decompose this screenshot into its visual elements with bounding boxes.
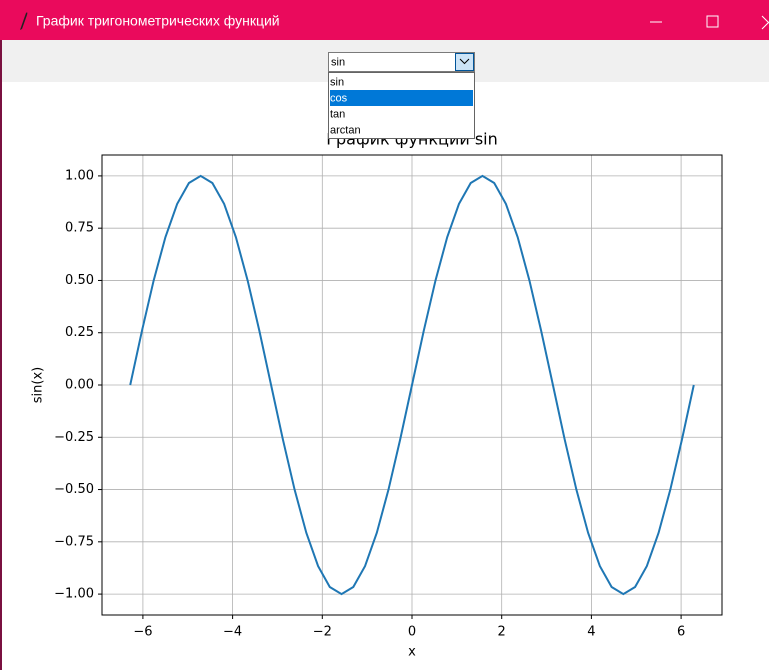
x-tick-label: 6 bbox=[677, 625, 685, 640]
y-tick-label: −0.75 bbox=[54, 534, 94, 549]
close-button[interactable] bbox=[761, 15, 769, 30]
combobox[interactable]: sin bbox=[328, 52, 475, 72]
y-tick-label: 1.00 bbox=[65, 168, 94, 183]
x-tick-label: 0 bbox=[408, 625, 416, 640]
dropdown-arrow bbox=[459, 58, 470, 65]
x-tick-label: −6 bbox=[133, 625, 152, 640]
dropdown-option[interactable]: arctan bbox=[330, 124, 361, 136]
dropdown-option[interactable]: tan bbox=[330, 108, 345, 120]
y-tick-label: −1.00 bbox=[54, 587, 94, 602]
plot-frame bbox=[101, 154, 723, 616]
y-tick-label: −0.50 bbox=[54, 482, 94, 497]
x-axis-label: x bbox=[408, 645, 416, 660]
dropdown-button[interactable] bbox=[455, 53, 474, 71]
y-tick-label: −0.25 bbox=[54, 430, 94, 445]
dropdown-option[interactable]: cos bbox=[330, 92, 348, 104]
dropdown-option[interactable]: sin bbox=[330, 76, 344, 88]
line bbox=[129, 174, 695, 596]
y-tick-label: 0.75 bbox=[65, 221, 94, 236]
x-tick-label: −2 bbox=[313, 625, 332, 640]
window-title: График тригонометрических функций bbox=[36, 13, 280, 29]
y-tick-label: 0.25 bbox=[65, 325, 94, 340]
option-highlight bbox=[330, 90, 473, 106]
y-axis-label: sin(x) bbox=[31, 367, 46, 403]
x-tick-label: 4 bbox=[587, 625, 595, 640]
y-tick-label: 0.00 bbox=[65, 378, 94, 393]
combobox-value: sin bbox=[331, 56, 345, 68]
maximize-button[interactable] bbox=[706, 15, 719, 28]
y-tick-label: 0.50 bbox=[65, 273, 94, 288]
x-tick-label: 2 bbox=[498, 625, 506, 640]
window-border bbox=[0, 0, 2, 670]
dropdown-list: sin cos tan arctan bbox=[328, 72, 475, 139]
x-tick-label: −4 bbox=[223, 625, 242, 640]
app-icon bbox=[20, 12, 28, 31]
title-bar bbox=[0, 0, 769, 40]
combobox-field[interactable] bbox=[328, 52, 475, 72]
